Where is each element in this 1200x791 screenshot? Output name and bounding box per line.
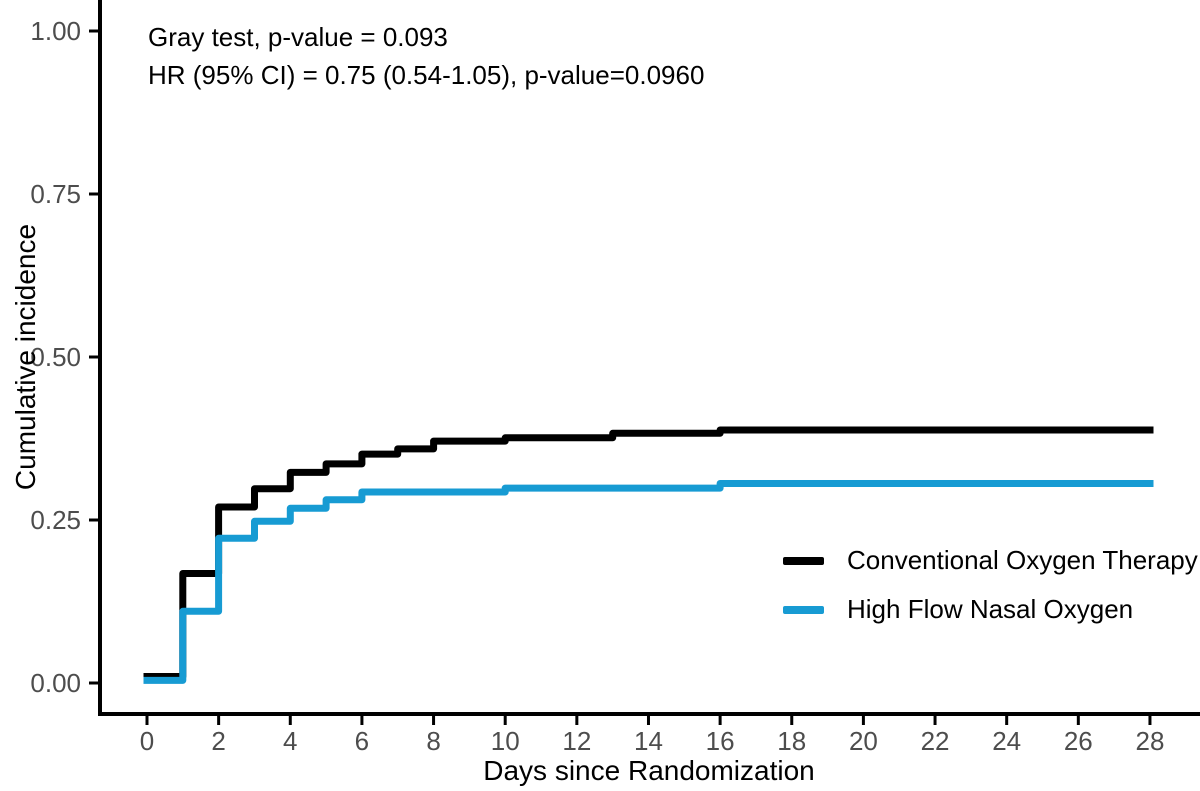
x-tick-label: 12 <box>562 726 591 756</box>
series-line-high-flow-nasal-oxygen <box>143 480 1154 684</box>
x-tick-label: 20 <box>849 726 878 756</box>
legend-item-high-flow-nasal-oxygen: High Flow Nasal Oxygen <box>783 585 1198 634</box>
y-tick-label: 0.75 <box>30 179 81 209</box>
gray-test-text: Gray test, p-value = 0.093 <box>148 22 448 52</box>
y-tick-label: 0.25 <box>30 505 81 535</box>
y-axis-title: Cumulative incidence <box>10 223 41 491</box>
x-tick-label: 2 <box>211 726 225 756</box>
y-tick-label: 0.00 <box>30 668 81 698</box>
legend-label: Conventional Oxygen Therapy <box>847 545 1198 575</box>
x-tick-label: 6 <box>355 726 369 756</box>
x-tick-label: 18 <box>777 726 806 756</box>
hazard-ratio-text: HR (95% CI) = 0.75 (0.54-1.05), p-value=… <box>148 60 705 90</box>
legend-item-conventional-oxygen-therapy: Conventional Oxygen Therapy <box>783 536 1198 585</box>
legend-line-swatch-black <box>783 556 824 565</box>
x-tick-label: 10 <box>491 726 520 756</box>
series-line-conventional-oxygen-therapy <box>143 426 1154 680</box>
x-tick-label: 8 <box>426 726 440 756</box>
x-tick-label: 0 <box>140 726 154 756</box>
x-axis-title: Days since Randomization <box>483 755 815 786</box>
x-tick-label: 14 <box>634 726 663 756</box>
legend-label: High Flow Nasal Oxygen <box>847 594 1134 624</box>
x-tick-label: 16 <box>706 726 735 756</box>
x-tick-label: 26 <box>1064 726 1093 756</box>
y-tick-label: 1.00 <box>30 16 81 46</box>
x-tick-label: 4 <box>283 726 297 756</box>
x-tick-label: 28 <box>1135 726 1164 756</box>
x-tick-label: 22 <box>921 726 950 756</box>
legend-line-swatch-blue <box>783 605 824 614</box>
y-tick-label: 0.50 <box>30 342 81 372</box>
x-tick-label: 24 <box>992 726 1021 756</box>
stats-annotation: Gray test, p-value = 0.093 HR (95% CI) =… <box>148 18 704 94</box>
legend: Conventional Oxygen Therapy High Flow Na… <box>783 536 1198 634</box>
